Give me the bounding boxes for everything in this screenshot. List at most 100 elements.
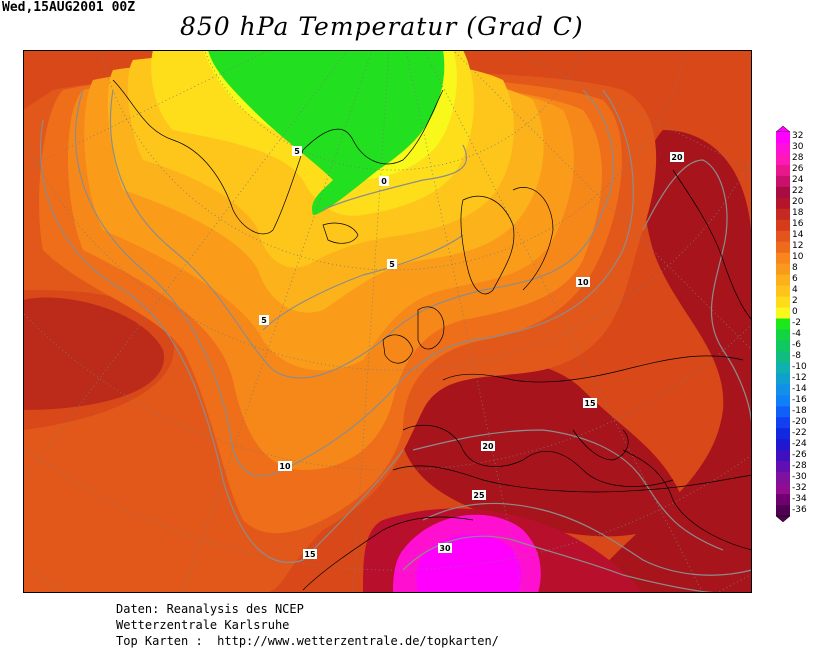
svg-text:10: 10 <box>279 462 291 471</box>
contour-label-15b: 15 <box>583 398 597 408</box>
colorbar-swatch <box>776 307 790 319</box>
colorbar-swatch <box>776 494 790 506</box>
svg-text:5: 5 <box>261 316 267 325</box>
footer-publisher: Wetterzentrale Karlsruhe <box>116 618 290 632</box>
colorbar-label: 32 <box>792 131 804 142</box>
colorbar-swatch <box>776 296 790 308</box>
colorbar-swatch <box>776 274 790 286</box>
contour-label-25: 25 <box>472 490 486 500</box>
colorbar-label: -4 <box>792 328 801 339</box>
coastlines <box>112 79 752 591</box>
colorbar-label: -12 <box>792 372 807 383</box>
colorbar-swatch <box>776 351 790 363</box>
colorbar-label: 10 <box>792 252 804 263</box>
colorbar-label: -10 <box>792 361 807 372</box>
colorbar-swatch <box>776 164 790 177</box>
footer: Daten: Reanalysis des NCEP Wetterzentrale… <box>116 601 499 649</box>
colorbar-swatch <box>776 197 790 210</box>
field-med-hot <box>399 360 683 537</box>
colorbar-swatch <box>776 252 790 265</box>
colorbar-label: 12 <box>792 241 804 252</box>
svg-text:20: 20 <box>671 153 683 162</box>
colorbar-swatch <box>776 395 790 407</box>
colorbar-swatch <box>776 373 790 385</box>
colorbar-label: 0 <box>792 307 798 318</box>
colorbar-label: -20 <box>792 416 807 427</box>
footer-link: Top Karten : http://www.wetterzentrale.d… <box>116 634 499 648</box>
colorbar-label: -36 <box>792 504 807 515</box>
colorbar <box>776 126 790 522</box>
colorbar-label: 14 <box>792 230 804 241</box>
colorbar-label: -8 <box>792 350 801 361</box>
colorbar-swatch <box>776 461 790 473</box>
contour-label-10a: 10 <box>576 277 590 287</box>
colorbar-label: -22 <box>792 427 807 438</box>
svg-text:0: 0 <box>381 177 387 186</box>
colorbar-label: 6 <box>792 274 798 285</box>
map-date: Wed,15AUG2001 00Z <box>2 0 136 15</box>
colorbar-swatch <box>776 241 790 254</box>
colorbar-swatch <box>776 186 790 199</box>
contour-label-5c: 5 <box>259 315 269 325</box>
map-title: 850 hPa Temperatur (Grad C) <box>180 12 584 41</box>
colorbar-label: 8 <box>792 263 798 274</box>
footer-source: Daten: Reanalysis des NCEP <box>116 602 304 616</box>
svg-text:15: 15 <box>584 399 596 408</box>
colorbar-swatch <box>776 505 790 517</box>
colorbar-swatch <box>776 230 790 243</box>
colorbar-swatch <box>776 417 790 429</box>
colorbar-label: -26 <box>792 449 807 460</box>
colorbar-label: -16 <box>792 394 807 405</box>
contour-labels: 5 0 5 5 10 10 <box>259 146 684 559</box>
svg-text:20: 20 <box>482 442 494 451</box>
svg-text:25: 25 <box>473 491 485 500</box>
colorbar-swatch <box>776 340 790 352</box>
colorbar-label: -6 <box>792 339 801 350</box>
colorbar-swatch <box>776 483 790 495</box>
colorbar-label: 20 <box>792 197 804 208</box>
map-frame <box>23 50 752 593</box>
colorbar-swatch <box>776 439 790 451</box>
colorbar-swatch <box>776 450 790 462</box>
colorbar-label: 4 <box>792 285 798 296</box>
temperature-map: 5 0 5 5 10 10 <box>23 50 752 593</box>
colorbar-swatch <box>776 285 790 297</box>
colorbar-swatch <box>776 406 790 418</box>
graticule <box>23 50 752 593</box>
colorbar-top-arrow <box>776 126 790 133</box>
contour-label-30: 30 <box>438 543 452 553</box>
colorbar-swatch <box>776 329 790 341</box>
colorbar-label: 26 <box>792 164 804 175</box>
colorbar-label: -28 <box>792 460 807 471</box>
contour-label-20b: 20 <box>481 441 495 451</box>
colorbar-bottom-arrow <box>776 515 790 522</box>
colorbar-swatch <box>776 208 790 221</box>
colorbar-label: 2 <box>792 296 798 307</box>
isotherms <box>40 89 752 593</box>
colorbar-swatch <box>776 318 790 330</box>
colorbar-swatch <box>776 263 790 276</box>
svg-text:30: 30 <box>439 544 451 553</box>
contour-label-20a: 20 <box>670 152 684 162</box>
contour-label-15a: 15 <box>303 549 317 559</box>
svg-text:15: 15 <box>304 550 316 559</box>
colorbar-swatch <box>776 428 790 440</box>
field-west-warm <box>23 297 164 410</box>
colorbar-label: 24 <box>792 175 804 186</box>
colorbar-label: -24 <box>792 438 807 449</box>
colorbar-label: -2 <box>792 318 801 328</box>
colorbar-label: -34 <box>792 493 807 504</box>
colorbar-label: 30 <box>792 142 804 153</box>
svg-text:5: 5 <box>294 147 300 156</box>
colorbar-label: 22 <box>792 186 804 197</box>
colorbar-swatch <box>776 472 790 484</box>
contour-label-0: 0 <box>379 176 389 186</box>
colorbar-label: -30 <box>792 471 807 482</box>
colorbar-swatch <box>776 175 790 188</box>
colorbar-label: 18 <box>792 208 804 219</box>
colorbar-label: 16 <box>792 219 804 230</box>
colorbar-label: 28 <box>792 153 804 164</box>
svg-text:10: 10 <box>577 278 589 287</box>
colorbar-label: -32 <box>792 482 807 493</box>
colorbar-label: -18 <box>792 405 807 416</box>
